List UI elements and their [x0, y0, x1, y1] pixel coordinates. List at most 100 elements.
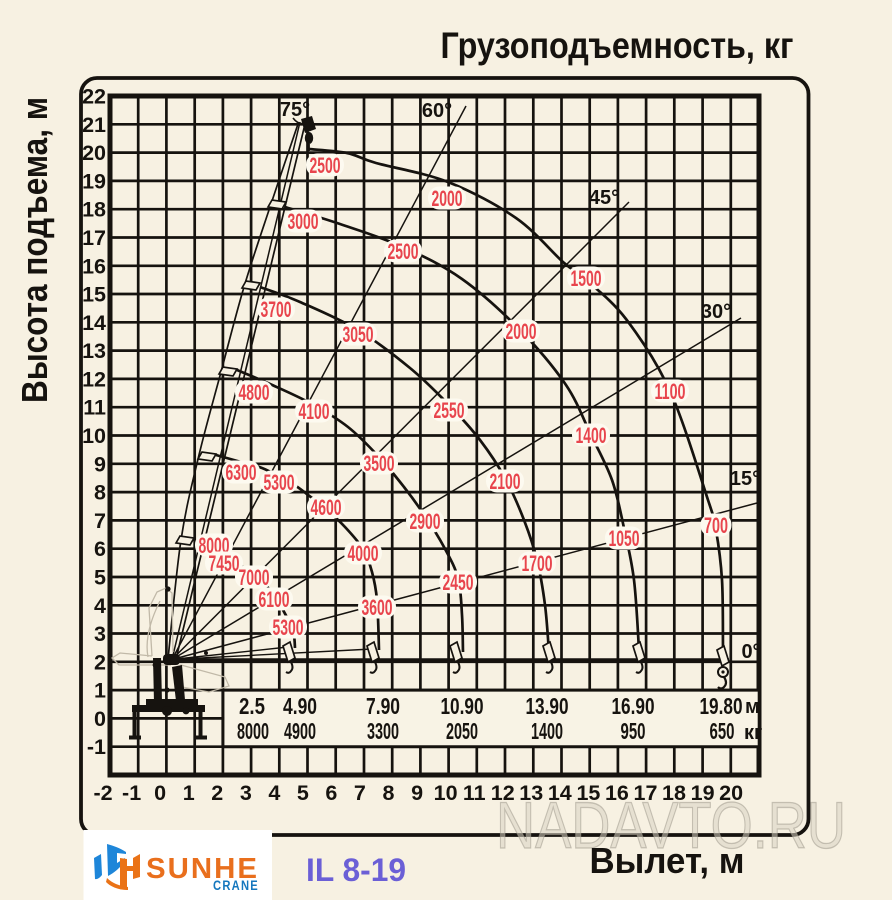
svg-text:16: 16	[82, 254, 106, 278]
svg-text:2900: 2900	[410, 509, 441, 534]
svg-text:7.90: 7.90	[366, 693, 400, 719]
svg-text:1400: 1400	[576, 423, 607, 448]
svg-text:7: 7	[94, 509, 106, 533]
svg-text:22: 22	[82, 85, 106, 109]
svg-text:1: 1	[183, 781, 195, 805]
svg-text:3700: 3700	[261, 297, 292, 322]
svg-text:4000: 4000	[348, 541, 379, 566]
svg-text:2000: 2000	[506, 319, 537, 344]
svg-text:4: 4	[94, 594, 106, 618]
svg-text:13: 13	[519, 781, 543, 805]
svg-text:16: 16	[605, 781, 629, 805]
svg-text:20: 20	[82, 141, 106, 165]
svg-text:IL 8-19: IL 8-19	[306, 852, 406, 888]
svg-text:7450: 7450	[209, 551, 240, 576]
svg-text:1700: 1700	[522, 551, 553, 576]
svg-text:1: 1	[94, 679, 106, 703]
svg-text:2500: 2500	[388, 239, 419, 264]
svg-text:11: 11	[463, 781, 486, 805]
svg-text:3050: 3050	[343, 322, 374, 347]
svg-text:12: 12	[82, 367, 106, 391]
svg-text:15: 15	[82, 283, 106, 307]
svg-text:19.80: 19.80	[700, 693, 743, 719]
svg-text:17: 17	[82, 226, 106, 250]
svg-text:кг: кг	[744, 722, 762, 744]
svg-text:6100: 6100	[259, 587, 290, 612]
svg-text:8: 8	[383, 781, 395, 805]
svg-text:Вылет, м: Вылет, м	[590, 840, 745, 881]
svg-text:6: 6	[325, 781, 337, 805]
svg-text:75°: 75°	[280, 99, 310, 121]
svg-text:-1: -1	[122, 781, 141, 805]
svg-text:1400: 1400	[531, 718, 563, 744]
svg-text:2.5: 2.5	[239, 693, 265, 719]
svg-text:6300: 6300	[226, 460, 257, 485]
svg-text:18: 18	[662, 781, 686, 805]
svg-text:18: 18	[82, 198, 106, 222]
svg-text:12: 12	[491, 781, 515, 805]
svg-text:19: 19	[82, 169, 106, 193]
svg-text:10: 10	[434, 781, 458, 805]
svg-text:3: 3	[240, 781, 252, 805]
svg-text:м: м	[745, 696, 760, 718]
svg-text:3300: 3300	[367, 718, 399, 744]
svg-text:8: 8	[94, 481, 106, 505]
svg-text:2000: 2000	[432, 186, 463, 211]
svg-text:0: 0	[94, 707, 106, 731]
svg-text:950: 950	[621, 718, 646, 744]
svg-text:5300: 5300	[273, 615, 304, 640]
svg-text:15°: 15°	[730, 468, 760, 490]
svg-text:10.90: 10.90	[441, 693, 484, 719]
svg-text:-2: -2	[93, 781, 112, 805]
svg-text:15: 15	[576, 781, 600, 805]
svg-text:4100: 4100	[299, 399, 330, 424]
svg-text:30°: 30°	[701, 301, 731, 323]
svg-text:1500: 1500	[571, 266, 602, 291]
svg-text:9: 9	[94, 452, 106, 476]
svg-text:2450: 2450	[443, 570, 474, 595]
svg-text:2: 2	[94, 650, 106, 674]
svg-text:19: 19	[691, 781, 715, 805]
svg-text:21: 21	[82, 113, 106, 137]
svg-text:3: 3	[94, 622, 106, 646]
svg-text:4600: 4600	[311, 495, 342, 520]
svg-text:0°: 0°	[741, 641, 760, 663]
svg-text:1050: 1050	[609, 526, 640, 551]
svg-text:4: 4	[268, 781, 280, 805]
svg-text:2050: 2050	[446, 718, 478, 744]
svg-text:2550: 2550	[434, 398, 465, 423]
svg-text:11: 11	[83, 396, 106, 420]
svg-text:5: 5	[94, 566, 106, 590]
svg-text:45°: 45°	[589, 187, 619, 209]
svg-text:1100: 1100	[655, 379, 686, 404]
svg-text:14: 14	[548, 781, 572, 805]
svg-text:13: 13	[82, 339, 106, 363]
svg-text:20: 20	[719, 781, 743, 805]
svg-text:13.90: 13.90	[526, 693, 569, 719]
svg-text:9: 9	[411, 781, 423, 805]
svg-text:NADAVTO.RU: NADAVTO.RU	[496, 788, 846, 862]
svg-text:3600: 3600	[362, 595, 393, 620]
svg-text:0: 0	[154, 781, 166, 805]
svg-text:10: 10	[82, 424, 106, 448]
svg-text:16.90: 16.90	[612, 693, 655, 719]
svg-text:60°: 60°	[422, 100, 452, 122]
svg-text:3000: 3000	[288, 209, 319, 234]
svg-text:2100: 2100	[490, 469, 521, 494]
svg-text:5: 5	[297, 781, 309, 805]
svg-text:SUNHE: SUNHE	[146, 853, 259, 885]
svg-text:5300: 5300	[264, 470, 295, 495]
svg-text:4900: 4900	[284, 718, 316, 744]
svg-text:2500: 2500	[310, 153, 341, 178]
svg-text:CRANE: CRANE	[213, 878, 259, 893]
svg-text:8000: 8000	[237, 718, 269, 744]
svg-text:650: 650	[710, 718, 735, 744]
svg-text:14: 14	[82, 311, 106, 335]
svg-text:4.90: 4.90	[283, 693, 317, 719]
svg-text:7: 7	[354, 781, 366, 805]
svg-text:7000: 7000	[239, 565, 270, 590]
svg-text:17: 17	[634, 781, 658, 805]
svg-text:Высота подъема, м: Высота подъема, м	[14, 97, 55, 403]
svg-text:6: 6	[94, 537, 106, 561]
svg-text:700: 700	[704, 513, 728, 538]
